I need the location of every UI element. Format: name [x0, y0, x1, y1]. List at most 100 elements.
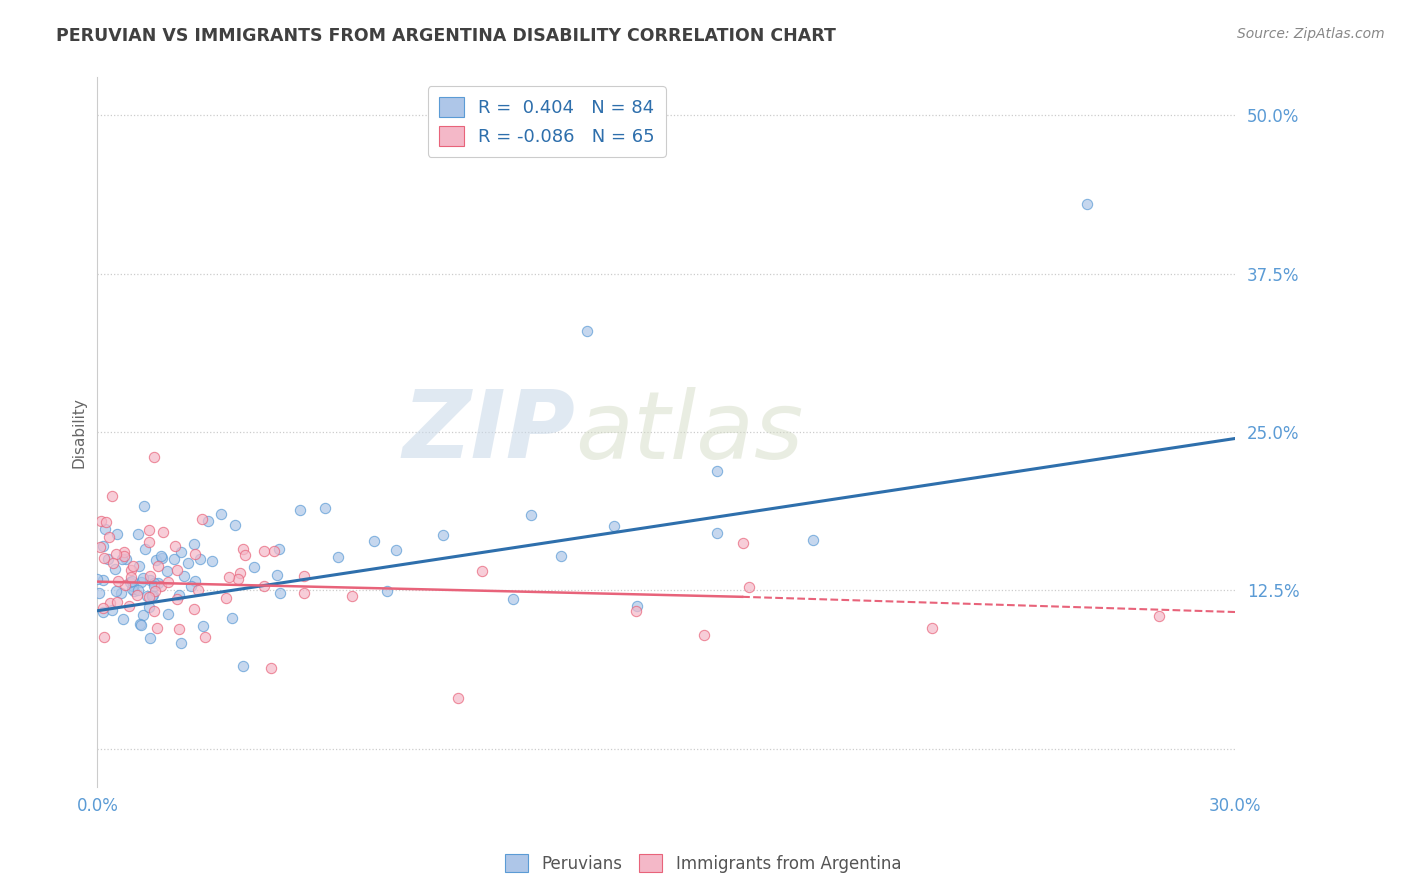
- Point: [165, 539, 187, 553]
- Point: [180, 579, 202, 593]
- Point: [139, 631, 162, 645]
- Y-axis label: Disability: Disability: [72, 397, 86, 467]
- Point: [260, 660, 283, 674]
- Point: [104, 584, 127, 599]
- Point: [89, 586, 111, 600]
- Point: [218, 570, 240, 584]
- Point: [253, 579, 276, 593]
- Point: [292, 568, 315, 582]
- Point: [263, 544, 285, 558]
- Point: [184, 574, 207, 588]
- Point: [328, 549, 350, 564]
- Point: [177, 556, 200, 570]
- Point: [385, 543, 408, 558]
- Point: [738, 580, 761, 594]
- Point: [110, 585, 132, 599]
- Point: [112, 549, 135, 563]
- Point: [111, 552, 134, 566]
- Point: [118, 599, 141, 613]
- Point: [121, 574, 143, 589]
- Point: [125, 589, 148, 603]
- Point: [183, 548, 205, 562]
- Point: [100, 595, 122, 609]
- Point: [142, 588, 165, 602]
- Point: [93, 522, 115, 536]
- Point: [226, 572, 249, 586]
- Point: [127, 526, 149, 541]
- Point: [233, 549, 256, 563]
- Point: [166, 591, 188, 606]
- Point: [150, 551, 173, 566]
- Point: [121, 559, 143, 574]
- Point: [142, 579, 165, 593]
- Point: [432, 528, 454, 542]
- Point: [314, 501, 336, 516]
- Text: ZIP: ZIP: [402, 386, 575, 478]
- Point: [89, 540, 111, 554]
- Point: [209, 507, 232, 521]
- Point: [215, 591, 238, 605]
- Point: [253, 543, 276, 558]
- Point: [104, 548, 127, 562]
- Point: [706, 464, 728, 478]
- Point: [134, 542, 156, 557]
- Point: [157, 575, 180, 590]
- Point: [139, 573, 162, 587]
- Point: [163, 551, 186, 566]
- Point: [138, 535, 160, 549]
- Point: [143, 583, 166, 598]
- Point: [921, 622, 943, 636]
- Point: [112, 544, 135, 558]
- Point: [243, 560, 266, 574]
- Point: [266, 568, 288, 582]
- Point: [156, 565, 179, 579]
- Point: [232, 541, 254, 556]
- Point: [292, 586, 315, 600]
- Point: [104, 562, 127, 576]
- Point: [801, 533, 824, 547]
- Point: [129, 575, 152, 590]
- Point: [93, 630, 115, 644]
- Point: [156, 607, 179, 621]
- Point: [166, 563, 188, 577]
- Point: [115, 552, 138, 566]
- Point: [550, 549, 572, 563]
- Point: [145, 553, 167, 567]
- Point: [194, 630, 217, 644]
- Point: [96, 516, 118, 530]
- Point: [93, 551, 115, 566]
- Point: [114, 578, 136, 592]
- Point: [101, 602, 124, 616]
- Point: [132, 571, 155, 585]
- Point: [142, 575, 165, 590]
- Point: [103, 557, 125, 571]
- Point: [112, 611, 135, 625]
- Point: [128, 617, 150, 632]
- Point: [190, 511, 212, 525]
- Point: [120, 570, 142, 584]
- Point: [520, 508, 543, 523]
- Point: [447, 691, 470, 706]
- Point: [107, 574, 129, 589]
- Point: [363, 534, 385, 549]
- Point: [146, 621, 169, 635]
- Point: [90, 514, 112, 528]
- Point: [121, 582, 143, 596]
- Point: [105, 527, 128, 541]
- Point: [183, 537, 205, 551]
- Point: [91, 539, 114, 553]
- Point: [132, 608, 155, 623]
- Point: [1076, 197, 1098, 211]
- Point: [167, 588, 190, 602]
- Point: [127, 582, 149, 597]
- Point: [186, 583, 208, 598]
- Point: [141, 590, 163, 604]
- Text: PERUVIAN VS IMMIGRANTS FROM ARGENTINA DISABILITY CORRELATION CHART: PERUVIAN VS IMMIGRANTS FROM ARGENTINA DI…: [56, 27, 837, 45]
- Point: [101, 489, 124, 503]
- Point: [502, 592, 524, 607]
- Point: [135, 589, 157, 603]
- Point: [143, 450, 166, 465]
- Point: [471, 564, 494, 578]
- Point: [197, 514, 219, 528]
- Point: [229, 566, 252, 580]
